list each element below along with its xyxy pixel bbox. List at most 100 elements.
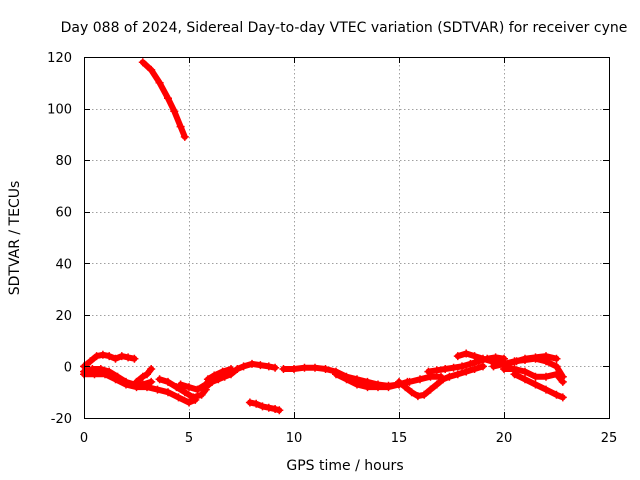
data-point — [531, 380, 540, 389]
data-point — [256, 361, 265, 370]
data-point — [401, 383, 410, 392]
y-tick-label: 20 — [55, 309, 72, 324]
data-point — [445, 372, 454, 381]
y-tick-label: 60 — [55, 206, 72, 221]
data-point — [86, 357, 95, 366]
data-point — [542, 385, 550, 394]
y-tick-label: 40 — [55, 257, 72, 272]
data-point — [458, 362, 466, 371]
series-track-9 — [203, 365, 235, 384]
data-point — [384, 383, 393, 392]
data-point — [174, 393, 183, 402]
data-point — [210, 371, 219, 380]
x-axis-label: GPS time / hours — [286, 458, 403, 474]
data-point — [552, 370, 561, 379]
data-point — [201, 383, 210, 392]
data-point — [510, 365, 519, 373]
data-point — [413, 392, 422, 401]
series-trace — [139, 59, 188, 140]
data-point — [92, 352, 101, 361]
data-point — [218, 367, 227, 376]
series-track-17 — [510, 370, 567, 402]
data-point — [521, 367, 529, 376]
x-tick-label: 25 — [601, 431, 618, 446]
data-point — [180, 132, 189, 141]
data-point — [138, 58, 147, 67]
data-point — [197, 390, 206, 399]
data-point — [441, 365, 450, 373]
data-point — [542, 372, 550, 381]
data-point — [189, 393, 198, 402]
data-point — [521, 356, 529, 364]
y-tick-label: 100 — [47, 103, 72, 118]
data-point — [552, 354, 561, 363]
data-point — [193, 385, 202, 394]
data-point — [558, 393, 567, 402]
y-axis-label: SDTVAR / TECUs — [7, 181, 23, 296]
data-point — [130, 354, 139, 363]
plot-frame — [84, 57, 610, 419]
x-tick-label: 5 — [185, 431, 193, 446]
data-point — [111, 375, 120, 384]
data-point — [466, 359, 475, 368]
data-point — [147, 365, 156, 373]
data-point — [122, 380, 130, 389]
data-point — [248, 359, 256, 368]
series-trace — [204, 366, 234, 383]
series-track-8 — [201, 359, 280, 392]
series-track-16 — [489, 354, 567, 381]
data-point — [271, 405, 280, 413]
data-point — [176, 122, 185, 131]
data-point — [453, 352, 462, 361]
data-point — [426, 385, 435, 394]
data-point — [439, 375, 448, 384]
data-point — [98, 350, 107, 359]
data-point — [227, 365, 235, 373]
x-tick-label: 10 — [286, 431, 303, 446]
data-point — [395, 377, 403, 386]
data-point — [153, 385, 162, 394]
data-point — [531, 372, 540, 381]
data-point — [479, 362, 487, 371]
data-point — [479, 354, 487, 363]
y-tick-label: 80 — [55, 154, 72, 169]
data-point — [143, 383, 151, 392]
data-point — [510, 357, 519, 366]
data-point — [132, 377, 141, 386]
series-track-5 — [132, 365, 156, 386]
x-tick-label: 15 — [391, 431, 408, 446]
data-point — [164, 94, 172, 103]
y-tick-label: 120 — [47, 51, 72, 66]
data-point — [353, 380, 361, 389]
grid — [84, 57, 609, 418]
data-point — [470, 365, 479, 373]
data-point — [245, 398, 254, 407]
data-point — [117, 352, 126, 361]
data-point — [432, 366, 441, 375]
data-point — [449, 363, 458, 372]
data-point — [405, 377, 414, 386]
data-point — [290, 365, 298, 373]
data-point — [542, 357, 550, 366]
data-point — [155, 78, 164, 87]
series-track-1 — [138, 58, 189, 141]
series-track-10 — [245, 398, 284, 415]
data-point — [407, 388, 416, 397]
data-point — [170, 107, 179, 116]
series-trace — [133, 366, 155, 385]
data-point — [185, 398, 193, 407]
data-point — [453, 370, 462, 379]
data-point — [164, 377, 172, 386]
chart-title: Day 088 of 2024, Sidereal Day-to-day VTE… — [61, 20, 628, 36]
series-track-18 — [500, 365, 567, 386]
x-tick-label: 20 — [496, 431, 513, 446]
series-track-13 — [395, 362, 487, 401]
data-point — [138, 372, 147, 381]
data-series — [80, 58, 567, 415]
data-point — [374, 383, 382, 392]
data-point — [155, 375, 164, 384]
data-point — [124, 353, 133, 362]
data-point — [239, 362, 248, 371]
data-point — [176, 380, 185, 389]
